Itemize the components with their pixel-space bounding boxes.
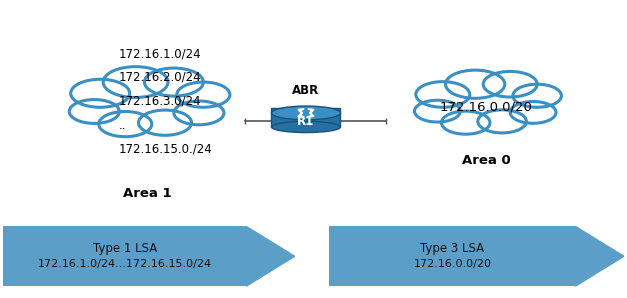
Text: Type 1 LSA: Type 1 LSA (93, 242, 157, 255)
Circle shape (145, 69, 203, 96)
Text: 172.16.1.0/24: 172.16.1.0/24 (119, 47, 202, 60)
Circle shape (177, 82, 230, 107)
Circle shape (70, 100, 119, 123)
Circle shape (177, 83, 229, 107)
Circle shape (103, 67, 168, 97)
Circle shape (174, 101, 224, 125)
FancyBboxPatch shape (3, 226, 246, 286)
Polygon shape (576, 226, 624, 286)
Circle shape (69, 100, 119, 123)
Text: Type 3 LSA: Type 3 LSA (420, 242, 485, 255)
Text: Area 0: Area 0 (461, 154, 510, 167)
Circle shape (442, 111, 489, 134)
Circle shape (441, 111, 490, 134)
Circle shape (478, 110, 526, 133)
Circle shape (98, 111, 152, 137)
Text: 172.16.1.0/24...172.16.15.0/24: 172.16.1.0/24...172.16.15.0/24 (38, 259, 212, 269)
Circle shape (71, 80, 129, 107)
Circle shape (511, 102, 556, 123)
Circle shape (174, 101, 223, 125)
Circle shape (514, 85, 561, 107)
Circle shape (144, 68, 203, 96)
Text: 172.16.3.0/24: 172.16.3.0/24 (119, 95, 202, 108)
Text: Area 1: Area 1 (123, 187, 172, 200)
Circle shape (483, 72, 537, 97)
Text: ABR: ABR (292, 84, 320, 97)
Circle shape (478, 110, 525, 133)
Circle shape (484, 72, 536, 97)
Text: R1: R1 (297, 115, 315, 128)
Text: 172.16.15.0./24: 172.16.15.0./24 (119, 142, 213, 156)
Ellipse shape (271, 121, 340, 133)
Text: 172.16.0.0/20: 172.16.0.0/20 (440, 101, 532, 114)
Text: 172.16.0.0/20: 172.16.0.0/20 (413, 259, 492, 269)
Circle shape (513, 84, 561, 107)
FancyBboxPatch shape (271, 108, 340, 127)
Circle shape (100, 112, 151, 136)
Circle shape (416, 82, 470, 107)
Ellipse shape (271, 106, 340, 120)
Circle shape (510, 102, 556, 123)
Text: ..: .. (119, 119, 127, 132)
Circle shape (71, 79, 130, 107)
Polygon shape (246, 226, 295, 286)
Circle shape (139, 110, 192, 135)
Circle shape (415, 100, 460, 122)
Circle shape (139, 111, 191, 135)
Circle shape (416, 82, 469, 107)
FancyBboxPatch shape (329, 226, 576, 286)
Circle shape (446, 71, 504, 98)
Circle shape (104, 67, 167, 97)
Circle shape (414, 100, 460, 122)
Circle shape (445, 70, 505, 98)
Text: 172.16.2.0/24: 172.16.2.0/24 (119, 71, 202, 84)
